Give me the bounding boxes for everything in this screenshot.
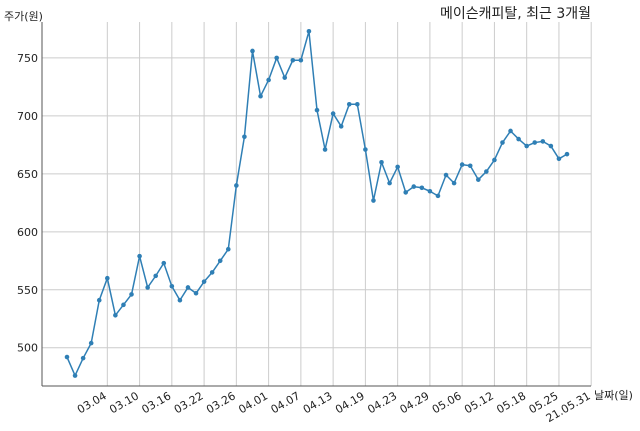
data-point [258, 93, 263, 99]
x-tick-label: 04.19 [333, 389, 367, 416]
x-tick-label: 05.12 [462, 389, 496, 416]
y-tick-label: 500 [17, 342, 38, 355]
data-point [153, 273, 159, 279]
y-tick-label: 650 [17, 168, 38, 181]
x-tick-label: 05.06 [430, 389, 464, 416]
data-point [161, 260, 167, 266]
data-point [201, 279, 207, 284]
data-point [475, 177, 481, 182]
data-point [80, 355, 86, 361]
x-tick-labels: 03.0403.1003.1603.2203.2604.0104.0704.13… [75, 389, 593, 425]
data-point [363, 147, 368, 152]
y-tick-label: 750 [17, 52, 38, 65]
data-point [282, 75, 288, 80]
y-axis-label: 주가(원) [4, 10, 43, 23]
x-tick-label: 04.07 [269, 389, 303, 416]
data-point [411, 184, 417, 189]
data-point [395, 164, 400, 170]
y-tick-label: 550 [17, 284, 38, 297]
chart-title: 메이슨캐피탈, 최근 3개월 [440, 6, 591, 22]
data-point [500, 140, 505, 145]
data-point [443, 172, 449, 178]
data-point [129, 292, 134, 297]
data-point [169, 284, 175, 289]
data-point [234, 183, 239, 188]
data-point [274, 55, 279, 61]
data-point [419, 185, 425, 191]
data-point [467, 163, 473, 169]
data-point [242, 134, 247, 140]
data-point [322, 147, 328, 152]
x-axis-label: 날짜(일) [594, 388, 633, 402]
data-point [145, 285, 150, 290]
data-point [290, 57, 296, 63]
data-point [355, 102, 360, 107]
data-point [540, 139, 546, 144]
data-point [435, 193, 441, 199]
x-tick-label: 03.22 [172, 389, 206, 416]
data-point [177, 297, 183, 303]
x-tick-label: 04.29 [398, 389, 432, 416]
data-point [64, 354, 70, 360]
x-tick-label: 04.13 [301, 389, 335, 416]
data-point [225, 246, 231, 252]
data-point [105, 275, 110, 281]
series-line [66, 30, 568, 377]
x-tick-label: 04.23 [365, 389, 399, 416]
data-point [346, 102, 352, 107]
data-point [548, 143, 554, 149]
data-point [217, 258, 223, 264]
data-point [209, 270, 215, 275]
data-point [556, 156, 562, 162]
x-tick-label: 03.16 [140, 389, 174, 416]
data-point [72, 373, 78, 378]
x-tick-label: 03.10 [107, 389, 141, 416]
y-tick-label: 600 [17, 226, 38, 239]
data-point [516, 136, 521, 142]
y-tick-labels: 500 550 600 650 700 750 [17, 52, 38, 355]
data-point [371, 198, 376, 203]
x-tick-label: 05.18 [494, 389, 528, 416]
data-point [338, 124, 344, 129]
x-tick-label: 04.01 [236, 389, 270, 416]
data-point [451, 180, 457, 186]
x-tick-label: 03.04 [75, 389, 109, 416]
data-point [113, 312, 118, 318]
data-point [564, 151, 570, 157]
price-series [64, 28, 570, 378]
data-point [403, 190, 409, 195]
data-point [266, 77, 271, 83]
data-point [96, 297, 102, 303]
data-point [137, 253, 142, 259]
data-point [387, 180, 392, 186]
data-point [121, 302, 126, 308]
data-point [508, 128, 513, 134]
data-point [524, 143, 529, 149]
axes [41, 22, 591, 387]
data-point [298, 57, 304, 63]
data-point [314, 107, 320, 113]
data-point [379, 159, 384, 165]
data-point [88, 340, 94, 346]
data-point [330, 111, 336, 116]
data-point [193, 290, 199, 296]
data-point [484, 169, 489, 174]
data-point [250, 48, 255, 54]
data-point [427, 188, 433, 194]
data-point [185, 285, 191, 290]
grid-lines [42, 22, 592, 386]
x-tick-label: 03.26 [204, 389, 238, 416]
data-point [459, 162, 465, 167]
data-point [492, 157, 497, 163]
data-point [306, 28, 312, 34]
data-point [532, 140, 538, 145]
y-tick-label: 700 [17, 110, 38, 123]
